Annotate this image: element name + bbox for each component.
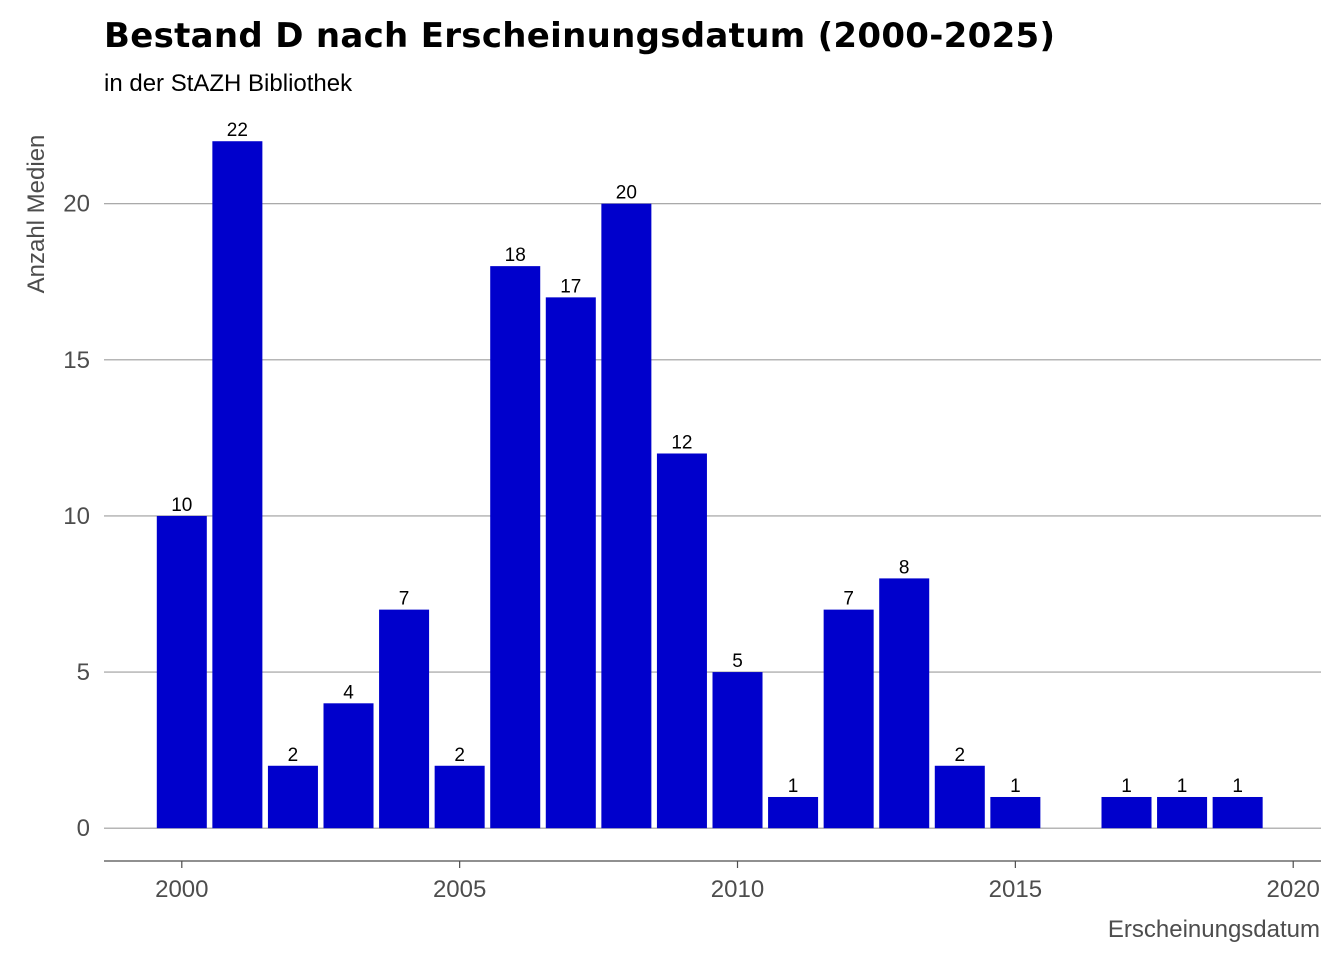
- bar: [434, 765, 485, 829]
- data-label: 10: [171, 495, 192, 516]
- bar: [490, 266, 541, 829]
- data-label: 7: [843, 589, 854, 610]
- y-tick-label: 10: [63, 503, 90, 530]
- x-tick-label: 2005: [433, 876, 486, 903]
- x-tick-label: 2010: [711, 876, 764, 903]
- bar: [1101, 796, 1152, 829]
- x-tick-label: 2000: [155, 876, 208, 903]
- data-label: 1: [1177, 776, 1188, 797]
- bar: [879, 578, 930, 829]
- data-label: 1: [1010, 776, 1021, 797]
- data-label: 17: [560, 276, 581, 297]
- data-label: 4: [343, 682, 354, 703]
- x-axis-title: Erscheinungsdatum: [1108, 916, 1320, 943]
- data-label: 8: [899, 557, 910, 578]
- y-tick-label: 5: [77, 659, 90, 686]
- x-tick-label: 2015: [989, 876, 1042, 903]
- bar: [1212, 796, 1263, 829]
- bar: [656, 453, 707, 829]
- x-tick-label: 2020: [1267, 876, 1320, 903]
- bar: [823, 609, 874, 829]
- chart-subtitle: in der StAZH Bibliothek: [104, 70, 353, 97]
- data-label: 12: [671, 432, 692, 453]
- y-tick-label: 15: [63, 347, 90, 374]
- bar: [990, 796, 1041, 829]
- data-label: 7: [399, 589, 410, 610]
- data-label: 2: [955, 745, 966, 766]
- bar: [267, 765, 318, 829]
- bar: [1157, 796, 1208, 829]
- bar: [156, 515, 207, 829]
- data-label: 22: [227, 120, 248, 141]
- data-label: 2: [288, 745, 299, 766]
- chart-title: Bestand D nach Erscheinungsdatum (2000-2…: [104, 16, 1056, 56]
- data-label: 18: [505, 245, 526, 266]
- bar: [379, 609, 430, 829]
- bars: [156, 141, 1263, 829]
- data-label: 1: [1232, 776, 1243, 797]
- y-tick-label: 0: [77, 815, 90, 842]
- y-axis-title: Anzahl Medien: [23, 135, 50, 294]
- data-label: 1: [788, 776, 799, 797]
- data-label: 20: [616, 183, 637, 204]
- bar: [934, 765, 985, 829]
- bar: [601, 203, 652, 829]
- bar: [712, 672, 763, 829]
- data-label: 2: [454, 745, 465, 766]
- bar: [212, 141, 263, 829]
- bar: [323, 703, 374, 829]
- y-tick-label: 20: [63, 191, 90, 218]
- bar: [768, 796, 819, 829]
- data-label: 1: [1121, 776, 1132, 797]
- data-label: 5: [732, 651, 743, 672]
- bar: [545, 297, 596, 829]
